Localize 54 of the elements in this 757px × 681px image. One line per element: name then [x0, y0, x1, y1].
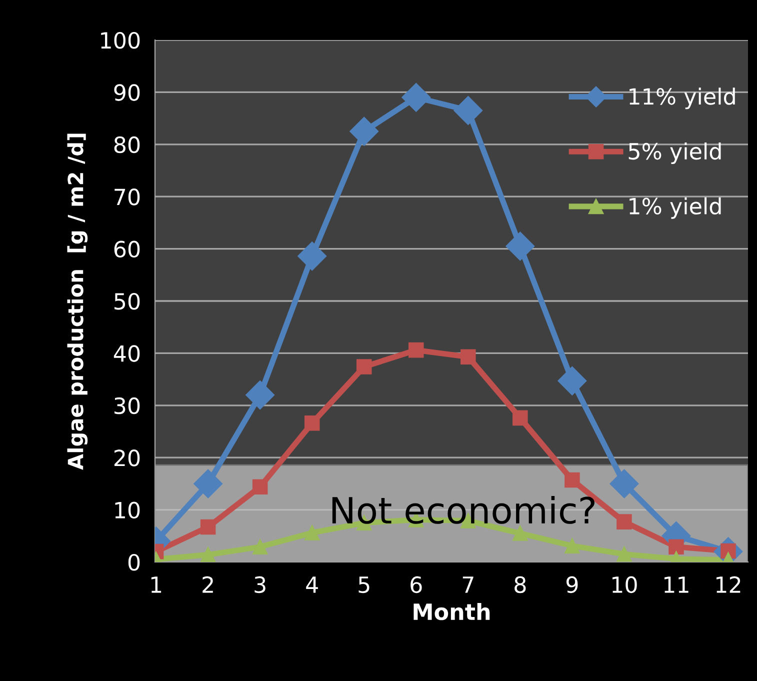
point	[616, 546, 632, 562]
point	[558, 366, 587, 396]
y-tick-label: 70	[114, 188, 140, 206]
x-tick-label: 2	[202, 576, 213, 593]
y-tick-label: 90	[114, 84, 140, 101]
point	[512, 526, 528, 541]
x-axis-title: Month	[414, 602, 490, 620]
point	[610, 469, 639, 498]
point	[252, 539, 268, 554]
point	[356, 359, 372, 374]
point	[616, 514, 632, 530]
band-label: Not economic?	[332, 496, 594, 524]
x-tick-label: 5	[358, 576, 370, 594]
x-tick-label: 6	[410, 576, 422, 594]
y-tick-label: 0	[128, 554, 140, 571]
x-tick-label: 7	[462, 576, 474, 593]
x-tick-label: 12	[716, 576, 740, 593]
point	[350, 116, 379, 146]
point	[506, 232, 535, 261]
point	[200, 547, 216, 562]
x-tick-label: 4	[306, 576, 318, 593]
x-tick-label: 8	[514, 576, 526, 594]
y-tick-label: 10	[115, 502, 140, 519]
point	[304, 416, 320, 431]
point	[200, 519, 216, 535]
x-tick-label: 9	[566, 576, 578, 594]
point	[454, 96, 483, 125]
legend-label: 1% yield	[630, 197, 721, 219]
point	[246, 380, 275, 410]
point	[402, 82, 431, 112]
y-tick-label: 80	[114, 136, 140, 154]
y-tick-label: 40	[114, 345, 140, 362]
y-tick-label: 100	[101, 32, 140, 49]
y-tick-label: 20	[114, 450, 140, 466]
x-tick-label: 10	[612, 576, 637, 594]
point	[460, 349, 476, 364]
y-tick-label: 50	[114, 292, 140, 310]
point	[512, 410, 528, 426]
x-tick-label: 3	[254, 576, 266, 594]
point	[668, 539, 684, 554]
point	[298, 242, 327, 271]
legend-label: 5% yield	[628, 142, 721, 164]
legend-label: 11% yield	[630, 88, 735, 110]
y-tick-label: 60	[114, 240, 140, 258]
y-axis-title: Algae production [g / m2 /d]	[67, 134, 88, 470]
y-tick-label: 30	[114, 397, 140, 414]
point	[304, 525, 320, 540]
point	[564, 538, 580, 554]
point	[408, 342, 424, 358]
x-tick-label: 11	[664, 576, 688, 593]
point	[194, 469, 223, 498]
point	[252, 479, 268, 494]
x-tick-label: 1	[151, 576, 162, 593]
point	[564, 472, 580, 488]
